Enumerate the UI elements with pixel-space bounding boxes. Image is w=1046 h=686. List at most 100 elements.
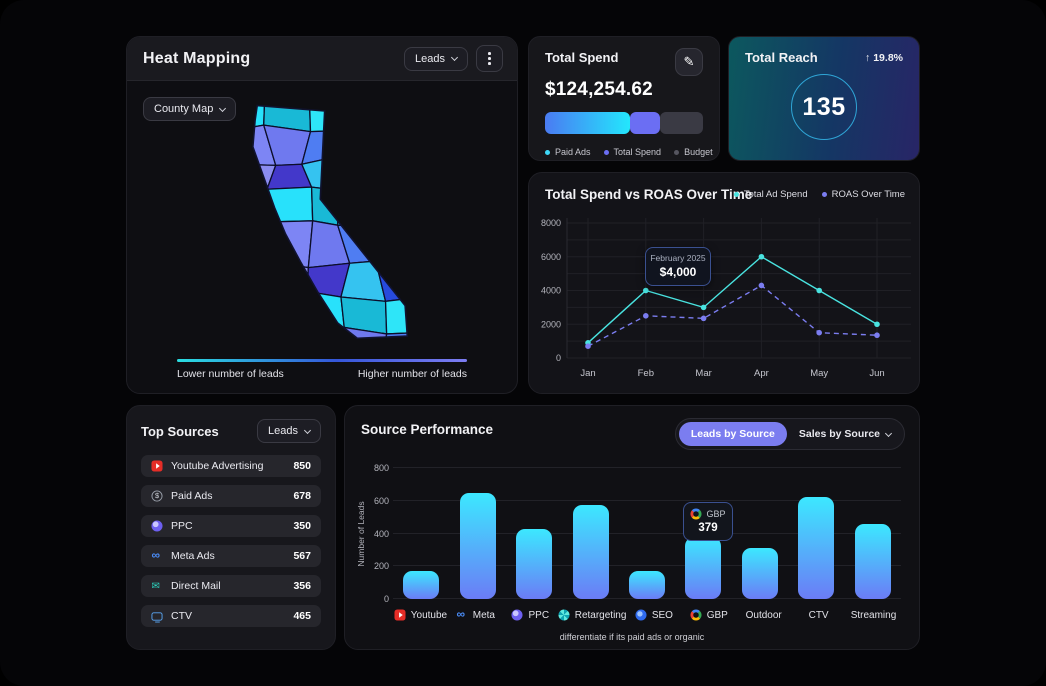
source-label: Direct Mail bbox=[151, 580, 220, 592]
mail-icon bbox=[151, 580, 162, 591]
total-reach-ring: 135 bbox=[791, 74, 857, 141]
bar-slot bbox=[732, 468, 788, 599]
heat-mapping-controls: Leads bbox=[404, 45, 503, 72]
top-sources-list: Youtube Advertising 850 Paid Ads 678 PPC 350 M… bbox=[141, 455, 321, 627]
county-region[interactable] bbox=[384, 297, 413, 335]
list-item-youtube-advertising[interactable]: Youtube Advertising 850 bbox=[141, 455, 321, 477]
spend-segment-total-spend bbox=[630, 112, 661, 134]
county-region[interactable] bbox=[265, 260, 310, 296]
category-label: Outdoor bbox=[745, 609, 782, 621]
list-item-meta-ads[interactable]: Meta Ads 567 bbox=[141, 545, 321, 567]
source-name: CTV bbox=[171, 610, 192, 622]
county-region[interactable] bbox=[230, 221, 271, 262]
top-sources-metric-dropdown[interactable]: Leads bbox=[257, 419, 321, 443]
bar-streaming[interactable] bbox=[854, 523, 891, 599]
county-region[interactable] bbox=[303, 290, 345, 333]
heat-legend-gradient-bar bbox=[177, 359, 467, 362]
list-item-ppc[interactable]: PPC 350 bbox=[141, 515, 321, 537]
dollar-icon bbox=[151, 490, 163, 502]
heat-mapping-header: Heat Mapping Leads bbox=[127, 37, 517, 81]
category-outdoor: Outdoor bbox=[736, 609, 791, 621]
county-region[interactable] bbox=[238, 99, 266, 131]
total-spend-card: Total Spend ✎ $124,254.62 Paid Ads Total … bbox=[528, 36, 720, 161]
source-name: PPC bbox=[171, 520, 193, 532]
list-item-paid-ads[interactable]: Paid Ads 678 bbox=[141, 485, 321, 507]
county-region[interactable] bbox=[381, 332, 423, 347]
bar-slot bbox=[845, 468, 901, 599]
svg-text:8000: 8000 bbox=[541, 218, 561, 228]
bar-youtube[interactable] bbox=[403, 571, 440, 599]
bar-chart-plot: 0 200 400 600 800 bbox=[374, 463, 901, 604]
bar-meta[interactable] bbox=[459, 492, 496, 599]
category-label: Youtube bbox=[410, 609, 448, 621]
tooltip-title: February 2025 bbox=[650, 253, 706, 263]
legend-dot-icon bbox=[821, 192, 827, 197]
california-county-map[interactable] bbox=[221, 99, 437, 347]
bar-seo[interactable] bbox=[628, 571, 665, 599]
svg-text:Jan: Jan bbox=[580, 368, 595, 379]
county-region[interactable] bbox=[308, 99, 352, 133]
county-region[interactable] bbox=[382, 186, 424, 235]
county-region[interactable] bbox=[341, 99, 389, 133]
spend-roas-svg[interactable]: 0 2000 4000 6000 8000 Jan Feb Mar Apr May Jun bbox=[529, 211, 921, 393]
heat-mapping-panel: Heat Mapping Leads County Map Lower numb… bbox=[126, 36, 518, 394]
county-region[interactable] bbox=[377, 99, 418, 133]
edit-budget-button[interactable]: ✎ bbox=[675, 48, 703, 76]
bar-slot bbox=[619, 468, 675, 599]
y-tick-label: 800 bbox=[373, 463, 389, 473]
spend-roas-title: Total Spend vs ROAS Over Time bbox=[545, 187, 753, 202]
county-region[interactable] bbox=[235, 329, 278, 347]
heat-metric-dropdown[interactable]: Leads bbox=[404, 46, 468, 71]
county-map-dropdown[interactable]: County Map bbox=[143, 97, 237, 121]
chart-tooltip: February 2025 $4,000 bbox=[645, 247, 711, 286]
county-region[interactable] bbox=[227, 258, 276, 298]
county-region[interactable] bbox=[267, 331, 315, 347]
county-region[interactable] bbox=[337, 153, 385, 192]
meta-icon bbox=[456, 609, 467, 620]
county-map-dropdown-label: County Map bbox=[154, 103, 214, 115]
county-region[interactable] bbox=[374, 226, 421, 262]
y-tick-label: 200 bbox=[373, 561, 389, 572]
svg-text:Mar: Mar bbox=[695, 368, 711, 379]
county-region[interactable] bbox=[373, 152, 425, 189]
arrow-up-icon: ↑ bbox=[865, 51, 871, 64]
bar-outdoor[interactable] bbox=[741, 548, 778, 599]
tab-leads-by-source[interactable]: Leads by Source bbox=[678, 422, 787, 446]
svg-text:6000: 6000 bbox=[541, 252, 561, 262]
tab-sales-by-source[interactable]: Sales by Source bbox=[787, 422, 901, 446]
county-region[interactable] bbox=[303, 326, 345, 347]
county-region[interactable] bbox=[373, 129, 423, 157]
bar-gbp[interactable] bbox=[685, 536, 722, 599]
category-label: GBP bbox=[706, 609, 728, 621]
ctv-icon bbox=[151, 612, 163, 623]
source-label: PPC bbox=[151, 520, 193, 532]
county-region[interactable] bbox=[341, 129, 389, 157]
list-item-direct-mail[interactable]: Direct Mail 356 bbox=[141, 575, 321, 597]
y-tick-label: 400 bbox=[373, 528, 389, 539]
category-label: CTV bbox=[808, 609, 829, 621]
county-region[interactable] bbox=[227, 294, 278, 336]
svg-text:4000: 4000 bbox=[541, 286, 561, 296]
spend-segment-budget bbox=[660, 112, 703, 134]
bar-chart-bars bbox=[393, 468, 901, 599]
spend-legend-label: Total Spend bbox=[613, 147, 662, 157]
chart-legend-label: ROAS Over Time bbox=[831, 189, 905, 200]
bar-retargeting[interactable] bbox=[572, 504, 609, 599]
county-region[interactable] bbox=[265, 220, 314, 269]
county-region[interactable] bbox=[273, 290, 308, 336]
google-icon bbox=[690, 609, 702, 621]
bar-ctv[interactable] bbox=[798, 496, 835, 599]
category-meta: Meta bbox=[448, 609, 503, 621]
county-region[interactable] bbox=[230, 187, 271, 225]
heat-mapping-menu-button[interactable] bbox=[476, 45, 503, 72]
source-label: Youtube Advertising bbox=[151, 460, 263, 472]
list-item-ctv[interactable]: CTV 465 bbox=[141, 605, 321, 627]
source-value: 465 bbox=[293, 610, 311, 622]
svg-text:0: 0 bbox=[556, 353, 561, 363]
source-name: Youtube Advertising bbox=[171, 460, 264, 472]
kebab-icon bbox=[488, 52, 491, 55]
bar-ppc[interactable] bbox=[516, 528, 553, 599]
gridline bbox=[393, 565, 901, 567]
category-streaming: Streaming bbox=[846, 609, 901, 621]
county-region[interactable] bbox=[337, 187, 386, 229]
